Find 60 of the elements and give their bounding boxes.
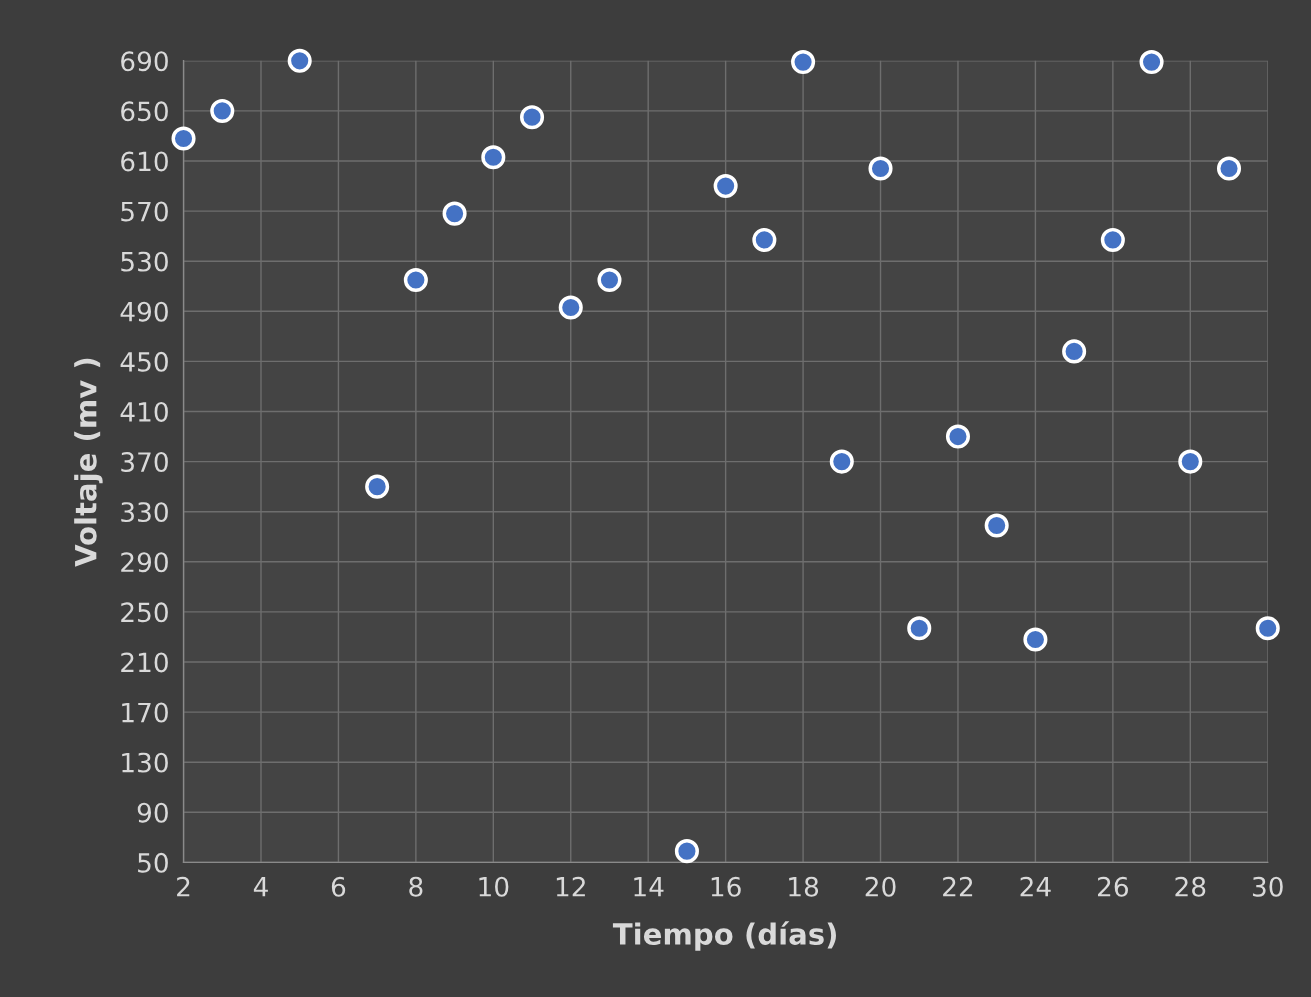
y-tick-label: 170: [122, 702, 168, 723]
x-tick-label: 28: [1175, 876, 1206, 897]
x-axis-title: Tiempo (días): [612, 921, 836, 951]
point: [868, 156, 893, 181]
y-tick-label: 530: [121, 251, 168, 272]
point: [1178, 449, 1203, 474]
y-tick-label: 570: [121, 201, 168, 222]
point: [829, 449, 854, 474]
point: [791, 50, 816, 75]
point: [1023, 627, 1048, 652]
y-tick-label: 290: [121, 552, 168, 573]
x-tick-label: 16: [711, 876, 741, 897]
y-tick-label: 50: [138, 852, 168, 873]
x-tick-label: 6: [331, 876, 346, 897]
y-tick-label: 410: [120, 401, 168, 422]
point: [1255, 616, 1280, 641]
y-tick-label: 370: [121, 452, 168, 473]
x-tick-label: 2: [177, 876, 190, 897]
x-tick-label: 12: [556, 876, 585, 897]
point: [210, 98, 235, 123]
y-tick-label: 90: [137, 802, 168, 823]
point: [945, 424, 971, 449]
x-tick-label: 4: [253, 877, 268, 897]
y-tick-label: 250: [121, 602, 168, 623]
y-tick-label: 210: [121, 652, 168, 673]
point: [403, 267, 428, 293]
point: [558, 295, 583, 320]
x-tick-label: 26: [1098, 876, 1128, 897]
point: [1100, 227, 1125, 252]
y-axis-title: Voltaje (mv ): [74, 358, 103, 567]
y-tick-label: 450: [120, 351, 168, 372]
point: [752, 227, 777, 252]
point: [713, 174, 738, 199]
x-tick-label: 24: [1020, 876, 1051, 897]
x-tick-label: 18: [789, 876, 819, 897]
point: [481, 145, 506, 170]
y-tick-label: 330: [121, 502, 168, 523]
point: [287, 48, 312, 73]
point: [597, 267, 622, 293]
y-tick-label: 490: [120, 301, 168, 322]
point: [519, 105, 545, 130]
point: [1139, 50, 1164, 75]
y-tick-label: 130: [122, 752, 168, 773]
y-tick-label: 610: [121, 151, 168, 172]
x-tick-label: 30: [1252, 876, 1283, 897]
x-tick-label: 20: [865, 876, 896, 897]
point: [365, 474, 390, 499]
y-tick-label: 690: [121, 51, 168, 72]
x-tick-label: 10: [479, 876, 509, 897]
point: [1216, 156, 1242, 181]
point: [674, 839, 699, 864]
point: [442, 201, 467, 226]
x-tick-label: 14: [634, 877, 664, 897]
point: [1062, 339, 1087, 364]
point: [171, 126, 196, 151]
y-tick-label: 650: [121, 101, 168, 122]
x-tick-label: 8: [409, 876, 423, 897]
point: [907, 616, 932, 641]
x-tick-label: 22: [943, 876, 973, 897]
point: [984, 513, 1009, 538]
